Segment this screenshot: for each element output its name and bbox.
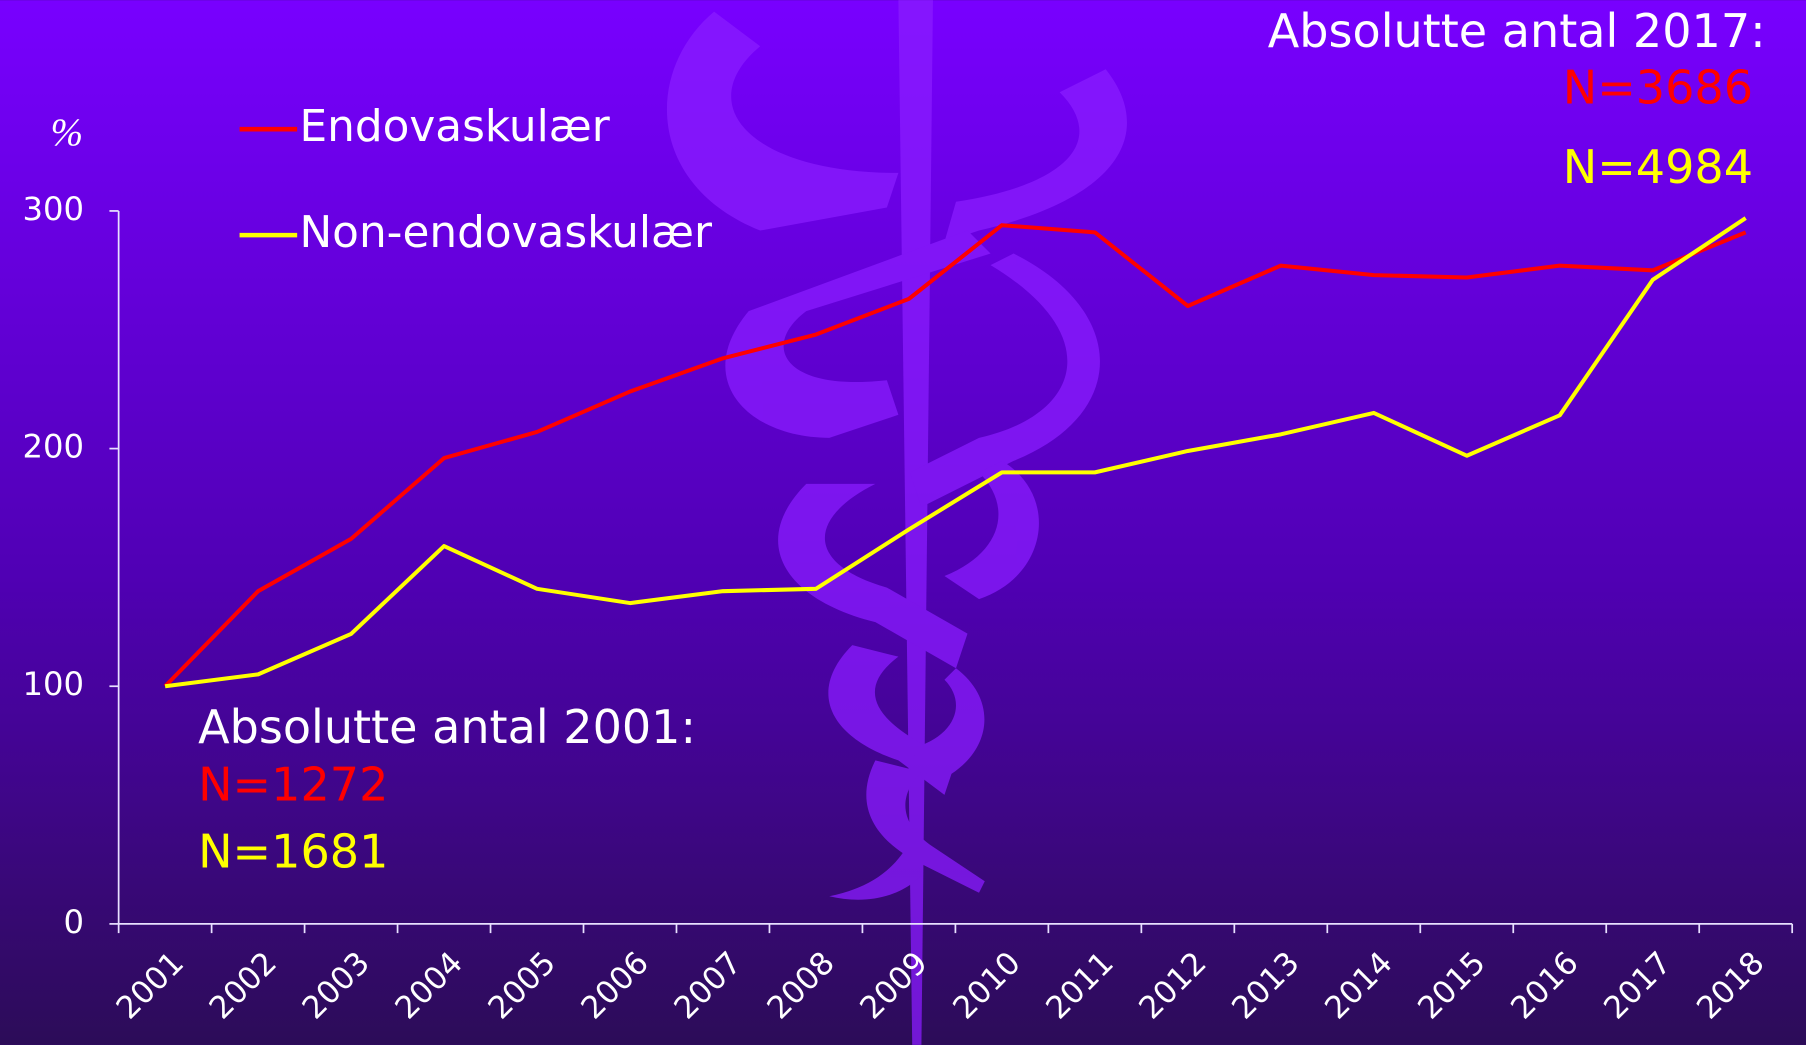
y-tick-label: 300 — [23, 190, 85, 228]
annotation: N=1681 — [198, 824, 388, 878]
caduceus-decoration — [666, 0, 1127, 1045]
data-line — [164, 216, 1747, 689]
annotation: Absolutte antal 2001: — [198, 700, 696, 754]
y-tick-label: 100 — [23, 665, 85, 703]
y-tick-label: 0 — [64, 903, 85, 941]
annotation: N=3686 — [1563, 61, 1753, 115]
annotation: N=1272 — [198, 757, 388, 811]
legend-label: Non-endovaskulær — [299, 207, 712, 258]
annotation: Absolutte antal 2017: — [1268, 4, 1766, 58]
y-tick-label: 200 — [23, 428, 85, 466]
data-line — [163, 223, 1747, 688]
legend-label: Endovaskulær — [299, 101, 609, 152]
y-axis-label: % — [50, 111, 83, 154]
annotation: N=4984 — [1563, 140, 1753, 194]
